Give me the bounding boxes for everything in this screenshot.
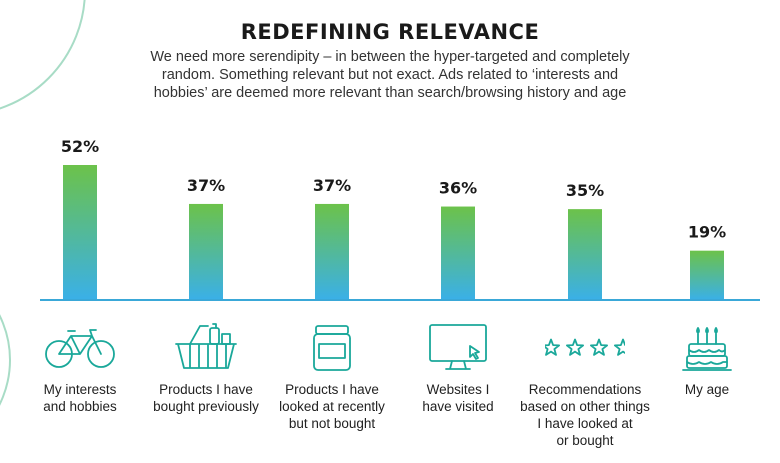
category-label-1: Products I have bought previously — [131, 381, 281, 415]
bar-5 — [690, 250, 724, 300]
chart-subtitle: We need more serendipity – in between th… — [150, 49, 630, 101]
bar-2 — [315, 203, 349, 300]
value-label-3: 36% — [439, 179, 477, 198]
value-label-4: 35% — [566, 181, 604, 200]
value-label-1: 37% — [187, 176, 225, 195]
category-label-0: My interests and hobbies — [5, 381, 155, 415]
category-label-line: Products I have — [285, 382, 379, 397]
value-label-2: 37% — [313, 176, 351, 195]
birthday-cake-icon — [667, 322, 747, 372]
category-label-line: Recommendations — [528, 382, 642, 397]
category-label-line: based on other things — [520, 399, 650, 414]
category-label-line: Products I have — [159, 382, 253, 397]
bar-0 — [63, 165, 97, 300]
bar-1 — [189, 203, 223, 300]
category-label-line: Websites I — [426, 382, 490, 397]
category-label-line: but not bought — [288, 416, 376, 431]
category-label-line: or bought — [556, 433, 614, 448]
category-label-4: Recommendations based on other things I ha… — [510, 381, 660, 449]
category-label-line: and hobbies — [43, 399, 117, 414]
bar-3 — [441, 206, 475, 300]
category-label-line: looked at recently — [279, 399, 385, 414]
chart-title: REDEFINING RELEVANCE — [240, 20, 540, 44]
category-label-line: I have looked at — [537, 416, 633, 431]
category-label-3: Websites I have visited — [383, 381, 533, 415]
bicycle-icon — [40, 322, 120, 372]
bar-4 — [568, 209, 602, 300]
category-label-line: My age — [684, 382, 730, 397]
category-label-line: My interests — [43, 382, 117, 397]
category-label-line: have visited — [422, 399, 494, 414]
category-label-5: My age — [632, 381, 780, 398]
category-label-2: Products I have looked at recently but not… — [257, 381, 407, 432]
category-label-line: bought previously — [153, 399, 259, 414]
jar-icon — [292, 322, 372, 372]
monitor-cursor-icon — [418, 322, 498, 372]
shopping-basket-icon — [166, 322, 246, 372]
value-label-0: 52% — [61, 137, 99, 156]
value-label-5: 19% — [688, 223, 726, 242]
stars-icon — [518, 322, 632, 372]
